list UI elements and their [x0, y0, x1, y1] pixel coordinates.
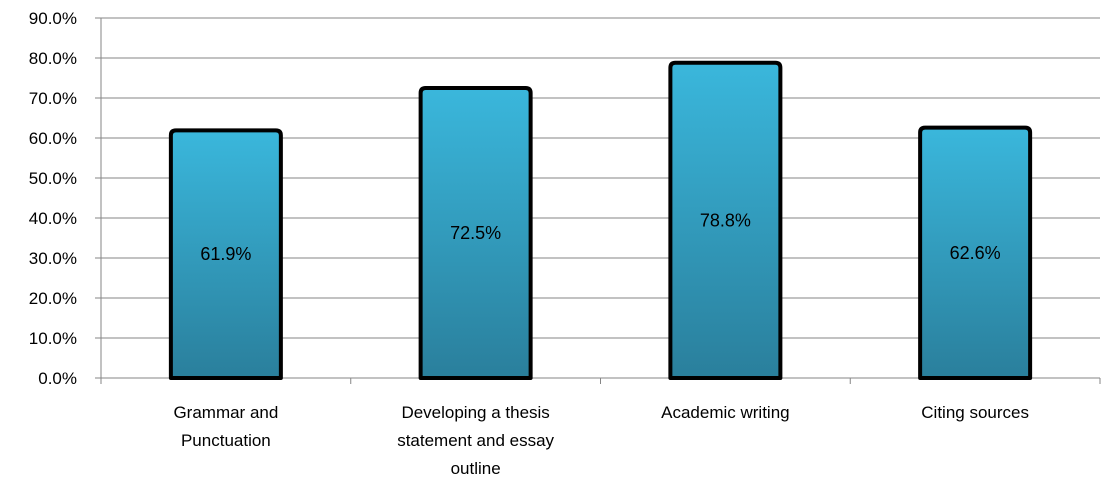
y-tick-label: 70.0% — [29, 89, 77, 108]
data-label: 61.9% — [200, 244, 251, 264]
x-tick-label: Citing sources — [921, 403, 1029, 422]
bar — [918, 125, 1033, 380]
bar — [418, 86, 533, 380]
y-tick-label: 80.0% — [29, 49, 77, 68]
x-tick-label: outline — [451, 459, 501, 478]
data-label: 62.6% — [950, 243, 1001, 263]
x-tick-label: Academic writing — [661, 403, 790, 422]
y-tick-label: 60.0% — [29, 129, 77, 148]
y-tick-label: 20.0% — [29, 289, 77, 308]
bar — [668, 60, 783, 380]
y-tick-label: 50.0% — [29, 169, 77, 188]
x-tick-label: statement and essay — [397, 431, 554, 450]
bar — [168, 128, 283, 380]
labels: 0.0% 10.0% 20.0% 30.0% 40.0% 50.0% 60.0% 70.0% 8… — [29, 9, 1029, 478]
x-tick-label: Grammar and — [173, 403, 278, 422]
y-tick-label: 0.0% — [38, 369, 77, 388]
y-tick-label: 90.0% — [29, 9, 77, 28]
data-label: 78.8% — [700, 210, 751, 230]
bars — [168, 60, 1033, 380]
data-label: 72.5% — [450, 223, 501, 243]
y-tick-label: 40.0% — [29, 209, 77, 228]
y-tick-label: 10.0% — [29, 329, 77, 348]
x-tick-label: Punctuation — [181, 431, 271, 450]
y-tick-label: 30.0% — [29, 249, 77, 268]
x-tick-label: Developing a thesis — [401, 403, 549, 422]
